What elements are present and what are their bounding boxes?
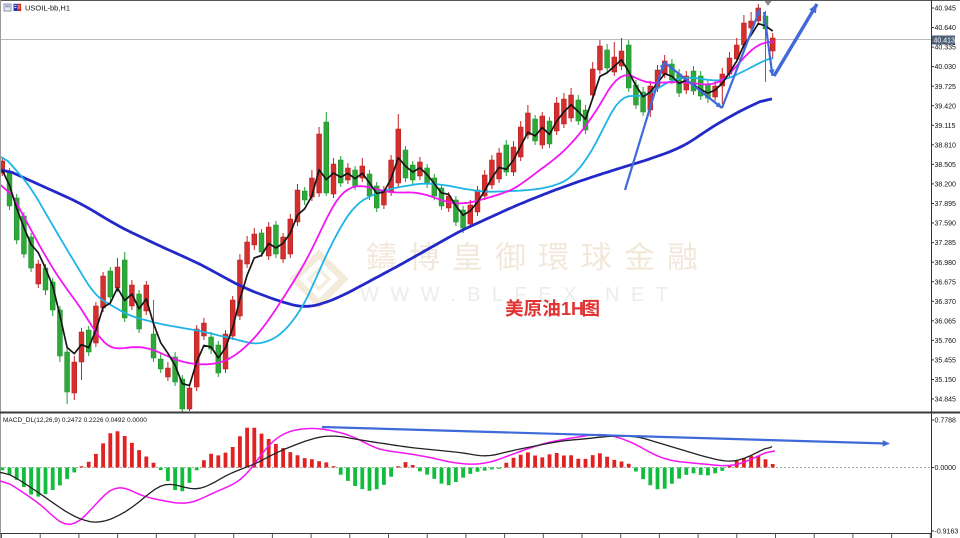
svg-text:40.945: 40.945 xyxy=(935,6,957,13)
svg-text:35.150: 35.150 xyxy=(935,377,957,384)
svg-text:36.370: 36.370 xyxy=(935,299,957,306)
svg-text:36.675: 36.675 xyxy=(935,279,957,286)
svg-text:38.505: 38.505 xyxy=(935,162,957,169)
svg-text:36.980: 36.980 xyxy=(935,260,957,267)
svg-text:39.420: 39.420 xyxy=(935,103,957,110)
svg-text:40.640: 40.640 xyxy=(935,25,957,32)
svg-text:37.285: 37.285 xyxy=(935,240,957,247)
svg-text:40.413: 40.413 xyxy=(934,38,956,45)
svg-text:34.845: 34.845 xyxy=(935,397,957,404)
svg-text:39.115: 39.115 xyxy=(935,123,956,130)
svg-text:35.760: 35.760 xyxy=(935,338,957,345)
svg-text:40.030: 40.030 xyxy=(935,64,957,71)
svg-text:36.065: 36.065 xyxy=(935,318,957,325)
svg-text:40.335: 40.335 xyxy=(935,45,957,52)
svg-text:38.810: 38.810 xyxy=(935,142,957,149)
svg-text:USOIL-bb,H1: USOIL-bb,H1 xyxy=(25,4,70,13)
svg-text:37.590: 37.590 xyxy=(935,221,957,228)
svg-text:0.7788: 0.7788 xyxy=(935,418,957,425)
svg-text:37.895: 37.895 xyxy=(935,201,957,208)
svg-text:1H: 1H xyxy=(561,299,584,319)
svg-text:38.200: 38.200 xyxy=(935,182,957,189)
svg-text:0.0000: 0.0000 xyxy=(935,465,957,472)
svg-text:-0.9163: -0.9163 xyxy=(935,529,959,536)
svg-text:39.725: 39.725 xyxy=(935,84,957,91)
svg-text:MACD_DL(12,26,9) 0.2472 0.2226: MACD_DL(12,26,9) 0.2472 0.2226 0.0492 0.… xyxy=(3,417,147,424)
svg-text:35.455: 35.455 xyxy=(935,358,957,365)
